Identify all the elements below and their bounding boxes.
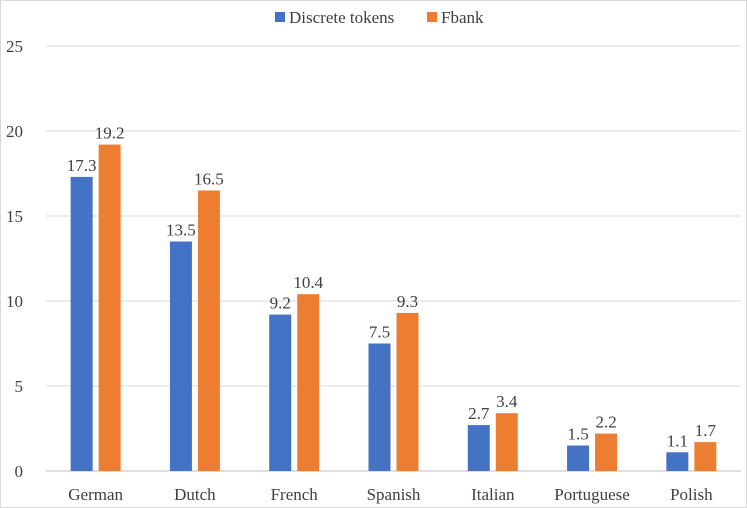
x-category-label: Spanish (367, 485, 421, 504)
legend-swatch (427, 12, 437, 22)
y-gridlines (46, 45, 741, 472)
data-label: 2.2 (595, 413, 616, 432)
data-label: 7.5 (369, 323, 390, 342)
y-tick-label: 25 (6, 37, 23, 56)
data-label: 19.2 (95, 124, 125, 143)
legend-label: Fbank (441, 8, 484, 27)
data-label: 9.3 (397, 292, 418, 311)
bars (70, 144, 717, 471)
x-category-label: German (68, 485, 123, 504)
legend: Discrete tokens Fbank (275, 8, 484, 27)
bar (269, 314, 292, 471)
data-labels: 17.3 19.2 13.5 16.5 9.210.4 7.5 9.3 2.7 3.4 1.5 2.… (67, 124, 717, 451)
data-label: 1.1 (667, 431, 688, 450)
x-category-label: French (271, 485, 319, 504)
bar (98, 144, 121, 471)
data-label: 2.7 (468, 404, 490, 423)
bar (595, 433, 618, 471)
legend-swatch (275, 12, 285, 22)
legend-label: Discrete tokens (289, 8, 394, 27)
bar (368, 343, 391, 471)
y-axis-ticks: 0 5 10 15 20 25 (6, 37, 23, 481)
data-label: 9.2 (270, 294, 291, 313)
y-tick-label: 15 (6, 207, 23, 226)
data-label: 16.5 (194, 170, 224, 189)
x-category-label: Dutch (174, 485, 216, 504)
bar (666, 452, 689, 471)
bar (467, 425, 490, 471)
bar (694, 442, 717, 471)
bar (197, 190, 220, 471)
data-label: 13.5 (166, 221, 196, 240)
bar (567, 445, 590, 471)
bar (495, 413, 518, 471)
bar (396, 312, 419, 471)
y-tick-label: 20 (6, 122, 23, 141)
data-label: 17.3 (67, 156, 97, 175)
data-label: 10.4 (293, 273, 323, 292)
data-label: 1.7 (695, 421, 717, 440)
x-category-label: Portuguese (554, 485, 630, 504)
bar (70, 176, 93, 471)
bar (297, 294, 320, 471)
y-tick-label: 0 (15, 462, 24, 481)
x-category-label: Italian (471, 485, 515, 504)
data-label: 3.4 (496, 392, 518, 411)
y-tick-label: 5 (15, 377, 24, 396)
y-tick-label: 10 (6, 292, 23, 311)
bar (169, 241, 192, 471)
data-label: 1.5 (567, 425, 588, 444)
x-axis-labels: German Dutch French Spanish Italian Portugues… (68, 485, 713, 504)
x-category-label: Polish (670, 485, 713, 504)
